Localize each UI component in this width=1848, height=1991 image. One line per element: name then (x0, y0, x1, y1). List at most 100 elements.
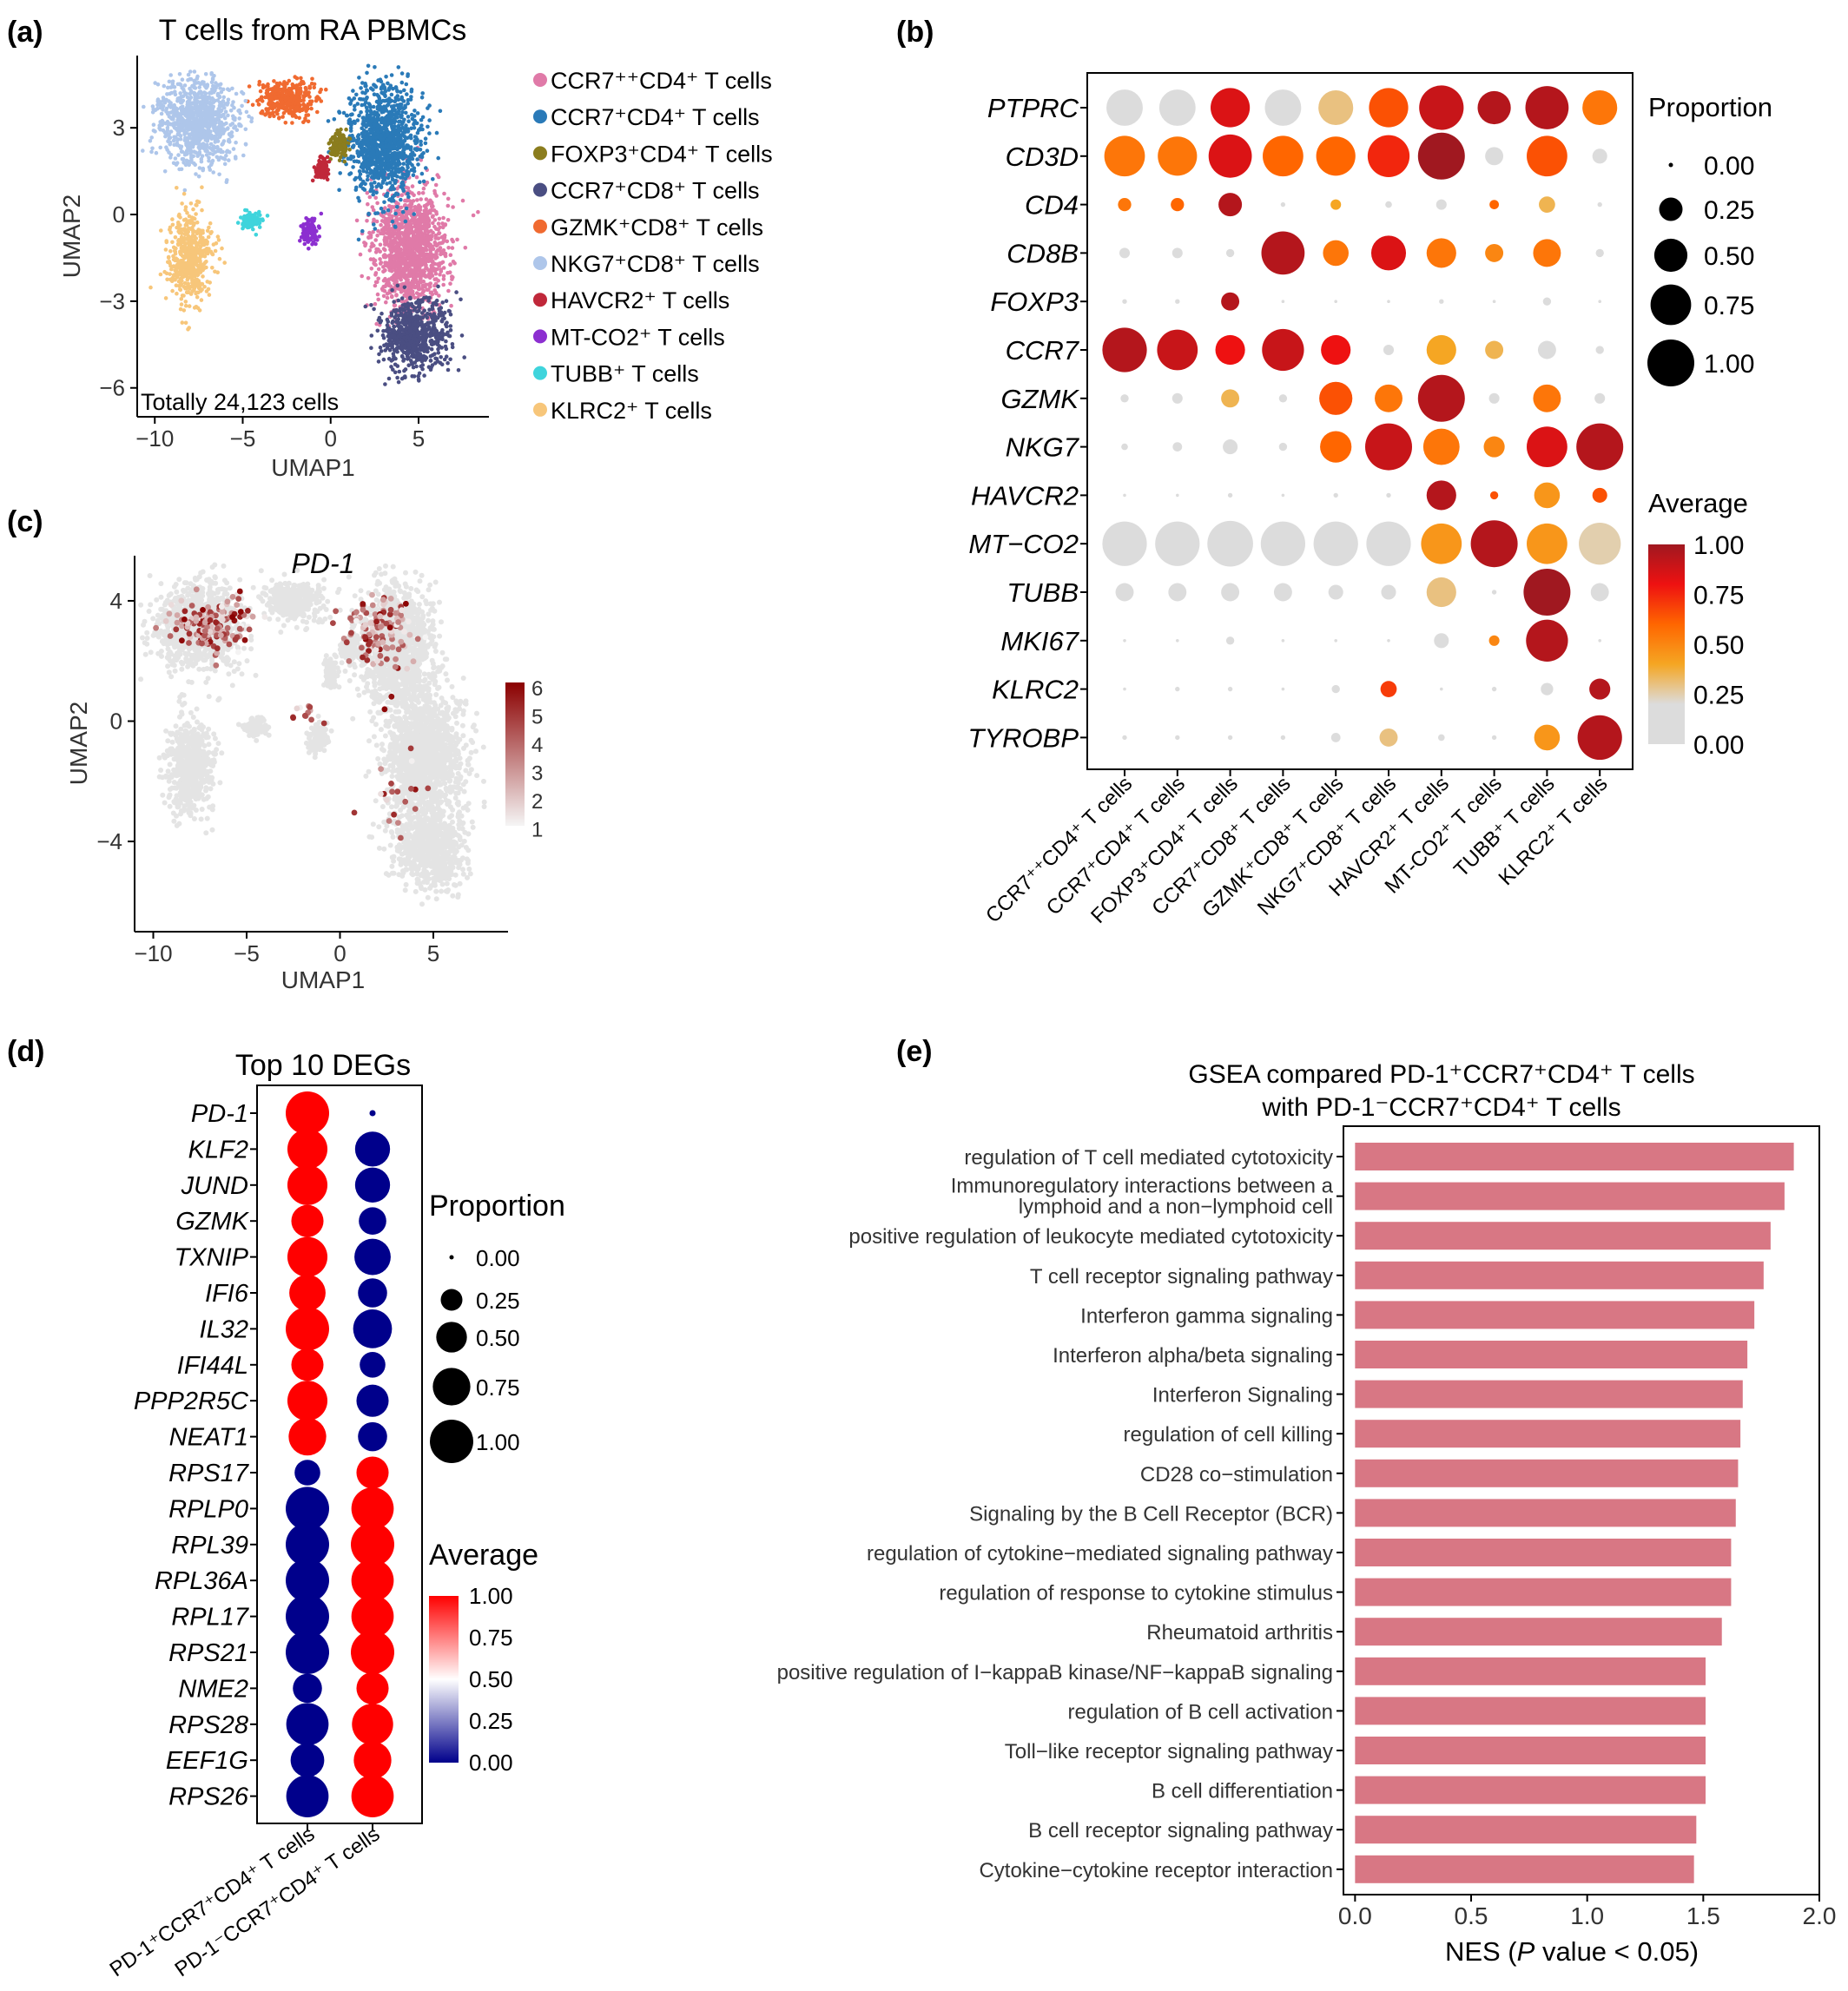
umap-point (389, 73, 394, 77)
umap-point (175, 129, 180, 133)
umap-point (178, 97, 183, 102)
umap-point (193, 102, 198, 107)
umap-point (356, 237, 361, 242)
umap-point (393, 155, 399, 161)
umap-point (264, 112, 268, 116)
umap-point (385, 131, 390, 136)
umap-point (194, 172, 198, 176)
umap-point (426, 365, 432, 370)
umap-point (380, 227, 385, 233)
umap-point (182, 83, 188, 88)
umap-point (287, 102, 291, 107)
umap-point (380, 143, 385, 148)
umap-point (386, 164, 391, 169)
umap-point (228, 140, 232, 144)
umap-point (167, 150, 171, 155)
umap-point (342, 159, 347, 164)
umap-point (404, 82, 409, 87)
umap-point (211, 152, 215, 156)
umap-point (417, 330, 422, 335)
umap-point (451, 239, 455, 244)
umap-point (212, 74, 216, 78)
umap-point (168, 272, 172, 276)
umap-point (359, 97, 364, 102)
umap-point (410, 289, 415, 294)
umap-point (382, 177, 387, 182)
umap-point (301, 81, 306, 86)
umap-point (399, 320, 404, 325)
umap-point (327, 159, 332, 164)
umap-point (237, 116, 242, 121)
umap-point (199, 135, 203, 141)
umap-point (419, 197, 424, 201)
umap-point (211, 123, 216, 129)
umap-point (314, 96, 319, 101)
umap-point (216, 147, 221, 152)
umap-point (244, 109, 249, 115)
umap-point (192, 69, 197, 74)
umap-point (342, 143, 347, 148)
umap-point (365, 170, 369, 175)
umap-point (436, 227, 441, 232)
umap-point (347, 172, 352, 176)
umap-point (401, 359, 406, 363)
umap-point (415, 198, 419, 202)
umap-point (445, 320, 449, 326)
umap-point (187, 96, 192, 102)
umap-point (471, 213, 476, 218)
umap-point (391, 357, 395, 362)
umap-point (403, 219, 408, 224)
umap-point (411, 173, 416, 177)
umap-point (399, 80, 405, 85)
umap-point (379, 133, 384, 138)
umap-point (374, 175, 380, 180)
umap-point (422, 373, 426, 378)
umap-point (341, 134, 346, 138)
umap-point (384, 300, 388, 305)
umap-point (375, 234, 380, 238)
umap-point (193, 96, 197, 100)
umap-point (438, 360, 443, 366)
umap-point (372, 307, 376, 312)
umap-point (424, 223, 428, 228)
umap-point (283, 121, 288, 125)
umap-point (415, 137, 419, 142)
umap-point (208, 221, 213, 226)
umap-point (197, 146, 202, 151)
umap-point (161, 96, 166, 100)
umap-point (409, 89, 414, 94)
umap-point (414, 175, 419, 180)
umap-point (248, 223, 253, 228)
umap-point (302, 241, 307, 247)
umap-point (209, 80, 214, 84)
umap-point (220, 246, 224, 251)
umap-point (221, 95, 226, 100)
umap-point (441, 215, 446, 221)
umap-point (339, 127, 343, 132)
umap-point (218, 82, 223, 87)
umap-point (374, 247, 379, 252)
umap-point (388, 284, 393, 289)
umap-point (196, 81, 201, 85)
umap-point (421, 279, 426, 284)
umap-point (224, 121, 228, 126)
umap-point (385, 295, 390, 300)
umap-point (426, 229, 432, 234)
umap-point (421, 232, 426, 237)
umap-point (165, 92, 169, 96)
umap-point (180, 149, 185, 155)
umap-point (375, 328, 380, 333)
umap-point (322, 174, 327, 179)
umap-point (301, 106, 307, 111)
umap-point (396, 271, 401, 275)
umap-point (376, 297, 381, 302)
umap-point (439, 346, 445, 350)
umap-point (396, 234, 401, 240)
umap-point (166, 122, 171, 127)
umap-point (423, 136, 428, 141)
umap-point (230, 102, 234, 108)
umap-point (154, 150, 159, 155)
umap-point (429, 313, 434, 319)
umap-point (386, 254, 392, 258)
umap-point (398, 247, 402, 253)
